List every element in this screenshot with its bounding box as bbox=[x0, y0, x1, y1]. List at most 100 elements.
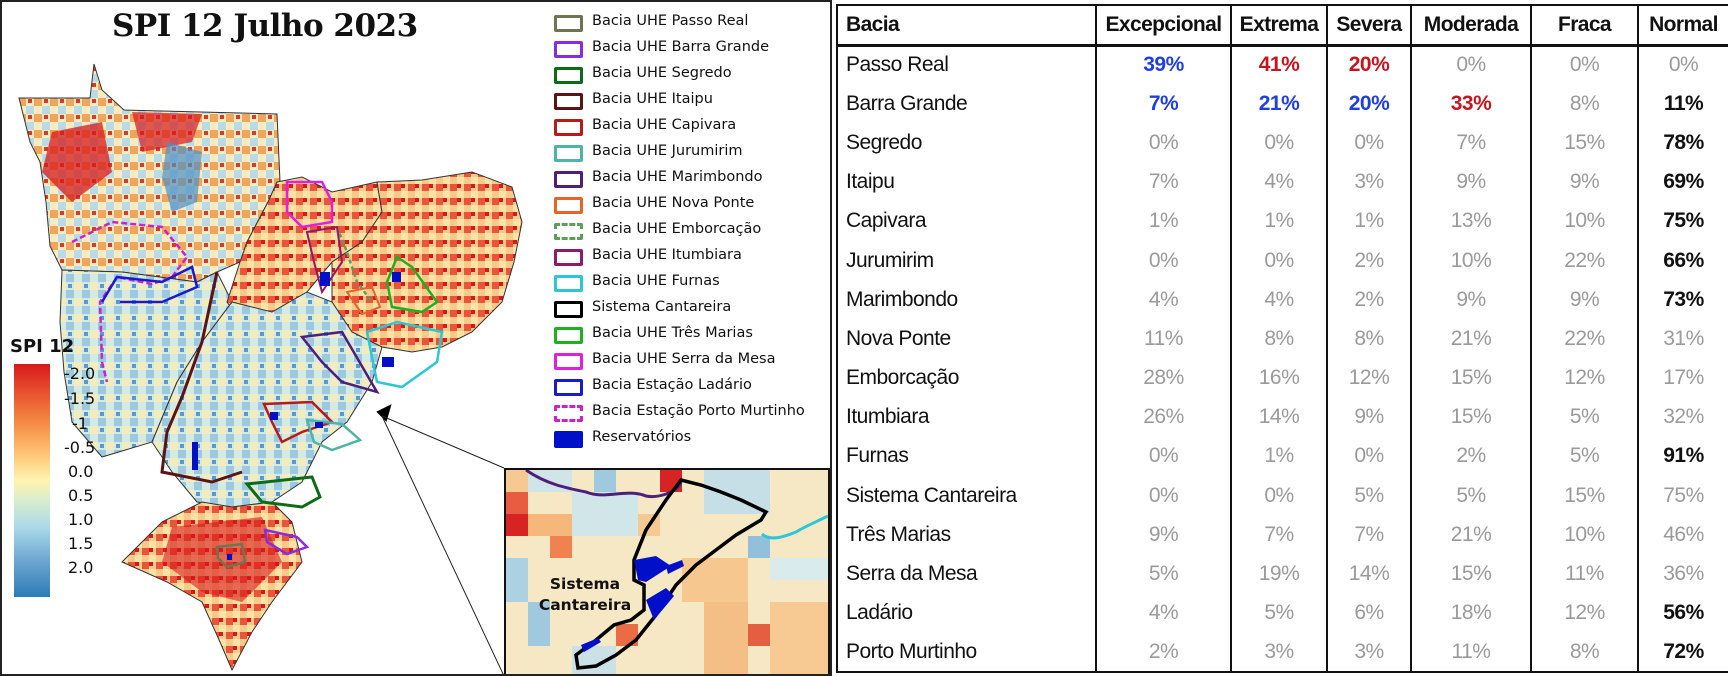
segredo-swatch-icon bbox=[554, 67, 583, 84]
cell-normal: 32% bbox=[1637, 397, 1728, 437]
cell-bacia: Porto Murtinho bbox=[836, 632, 1097, 674]
basin-barra-grande bbox=[263, 528, 310, 556]
cell-moderada: 7% bbox=[1410, 123, 1532, 163]
dry-patch-2 bbox=[132, 112, 202, 152]
legend-label: Bacia UHE Passo Real bbox=[592, 13, 749, 29]
table-row: Barra Grande 7% 21% 20% 33% 8% 11% bbox=[836, 84, 1728, 124]
cell-bacia: Itaipu bbox=[836, 162, 1097, 202]
legend-label: Bacia Estação Porto Murtinho bbox=[592, 403, 805, 419]
cell-normal: 75% bbox=[1637, 201, 1728, 241]
cell-fraca: 15% bbox=[1530, 476, 1639, 516]
map-title: SPI 12 Julho 2023 bbox=[112, 8, 418, 44]
spi-tick: 1.0 bbox=[68, 510, 94, 529]
cell-extrema: 19% bbox=[1230, 554, 1328, 594]
spi-tick: 1.5 bbox=[68, 534, 94, 553]
cell-severa: 0% bbox=[1326, 123, 1412, 163]
cell-moderada: 9% bbox=[1410, 280, 1532, 320]
cell-normal: 75% bbox=[1637, 476, 1728, 516]
cell-severa: 0% bbox=[1326, 436, 1412, 477]
legend-item: Sistema Cantareira bbox=[554, 298, 824, 318]
inset-connector-bottom bbox=[381, 415, 504, 674]
itaipu-swatch-icon bbox=[554, 93, 583, 110]
table-row: Emborcação 28% 16% 12% 15% 12% 17% bbox=[836, 358, 1728, 398]
region-sp-pr bbox=[151, 291, 383, 508]
legend-label: Bacia UHE Emborcação bbox=[592, 221, 762, 237]
spi-scale-title: SPI 12 bbox=[10, 336, 75, 357]
table-row: Passo Real 39% 41% 20% 0% 0% 0% bbox=[836, 45, 1728, 85]
inset-grid bbox=[506, 470, 828, 674]
cell-bacia: Três Marias bbox=[836, 515, 1097, 555]
cell-normal: 72% bbox=[1637, 632, 1728, 674]
cell-normal: 69% bbox=[1637, 162, 1728, 202]
nova-ponte-swatch-icon bbox=[554, 197, 583, 214]
cell-extrema: 1% bbox=[1230, 201, 1328, 241]
cell-bacia: Nova Ponte bbox=[836, 319, 1097, 359]
cell-normal: 17% bbox=[1637, 358, 1728, 398]
legend-item: Bacia Estação Porto Murtinho bbox=[554, 402, 824, 422]
cell-normal: 46% bbox=[1637, 515, 1728, 555]
table-row: Marimbondo 4% 4% 2% 9% 9% 73% bbox=[836, 280, 1728, 320]
cell-extrema: 14% bbox=[1230, 397, 1328, 437]
capivara-swatch-icon bbox=[554, 119, 583, 136]
cell-extrema: 5% bbox=[1230, 593, 1328, 633]
cell-normal: 66% bbox=[1637, 240, 1728, 281]
table-row: Porto Murtinho 2% 3% 3% 11% 8% 72% bbox=[836, 632, 1728, 674]
cell-excepcional: 7% bbox=[1095, 84, 1232, 124]
inset-label: Sistema Cantareira bbox=[530, 574, 640, 616]
legend-item: Bacia UHE Barra Grande bbox=[554, 38, 824, 58]
header-bacia: Bacia bbox=[836, 4, 1097, 47]
ladario-swatch-icon bbox=[554, 379, 583, 396]
cell-moderada: 18% bbox=[1410, 593, 1532, 633]
legend-item: Bacia UHE Serra da Mesa bbox=[554, 350, 824, 370]
cell-excepcional: 7% bbox=[1095, 162, 1232, 202]
cell-excepcional: 4% bbox=[1095, 593, 1232, 633]
barra-grande-swatch-icon bbox=[554, 41, 583, 58]
cell-bacia: Jurumirim bbox=[836, 240, 1097, 281]
cell-bacia: Emborcação bbox=[836, 358, 1097, 398]
inset-svg bbox=[506, 470, 828, 674]
legend-label: Reservatórios bbox=[592, 429, 692, 445]
inset-label-line1: Sistema bbox=[549, 575, 621, 593]
legend-label: Bacia UHE Nova Ponte bbox=[592, 195, 755, 211]
header-normal: Normal bbox=[1637, 4, 1728, 47]
cell-fraca: 8% bbox=[1530, 84, 1639, 124]
cell-normal: 91% bbox=[1637, 436, 1728, 477]
cell-severa: 7% bbox=[1326, 515, 1412, 555]
legend-label: Bacia UHE Serra da Mesa bbox=[592, 351, 776, 367]
basin-emborcacao bbox=[335, 226, 373, 303]
cell-moderada: 9% bbox=[1410, 162, 1532, 202]
spi-tick: 2.0 bbox=[68, 558, 94, 577]
cell-severa: 1% bbox=[1326, 201, 1412, 241]
inset-label-line2: Cantareira bbox=[538, 596, 632, 614]
basin-jurumirim bbox=[305, 418, 363, 452]
drought-table: Bacia Excepcional Extrema Severa Moderad… bbox=[836, 4, 1728, 674]
basin-segredo bbox=[244, 475, 322, 509]
table-row: Segredo 0% 0% 0% 7% 15% 78% bbox=[836, 123, 1728, 163]
legend-item: Bacia UHE Emborcação bbox=[554, 220, 824, 240]
cell-moderada: 2% bbox=[1410, 436, 1532, 477]
cell-severa: 2% bbox=[1326, 280, 1412, 320]
cell-extrema: 0% bbox=[1230, 240, 1328, 281]
rs-dry-core bbox=[162, 517, 282, 602]
legend-item: Bacia UHE Segredo bbox=[554, 64, 824, 84]
cell-severa: 2% bbox=[1326, 240, 1412, 281]
legend-label: Bacia UHE Furnas bbox=[592, 273, 720, 289]
dry-patch-1 bbox=[42, 122, 112, 202]
legend-label: Bacia UHE Capivara bbox=[592, 117, 737, 133]
basin-nova-ponte bbox=[345, 285, 382, 316]
legend-label: Bacia UHE Segredo bbox=[592, 65, 732, 81]
cell-fraca: 15% bbox=[1530, 123, 1639, 163]
basin-marimbondo bbox=[299, 330, 380, 395]
legend-item: Bacia Estação Ladário bbox=[554, 376, 824, 396]
drought-percentage-table-panel: Bacia Excepcional Extrema Severa Moderad… bbox=[836, 4, 1728, 674]
furnas-swatch-icon bbox=[554, 275, 583, 292]
cantareira-swatch-icon bbox=[554, 301, 583, 318]
cell-normal: 11% bbox=[1637, 84, 1728, 124]
cell-bacia: Capivara bbox=[836, 201, 1097, 241]
spi-tick: -1 bbox=[72, 414, 88, 433]
cell-extrema: 21% bbox=[1230, 84, 1328, 124]
header-excepcional: Excepcional bbox=[1095, 4, 1232, 47]
cell-moderada: 10% bbox=[1410, 240, 1532, 281]
spi-tick: 0.5 bbox=[68, 486, 94, 505]
legend-item: Bacia UHE Itumbiara bbox=[554, 246, 824, 266]
